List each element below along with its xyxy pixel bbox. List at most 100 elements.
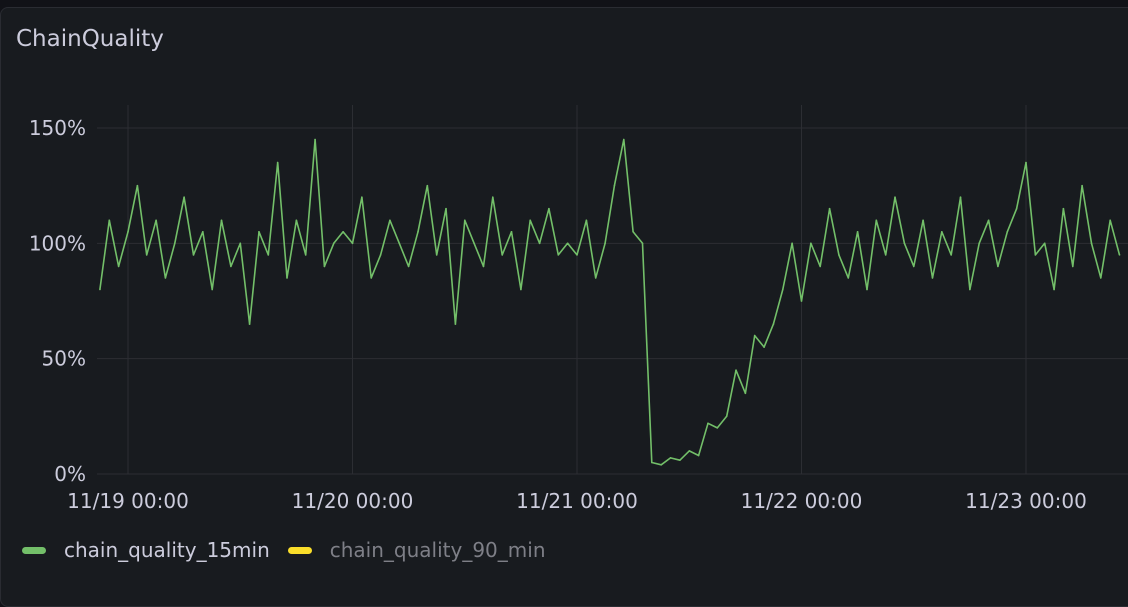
- data-point: [548, 207, 550, 210]
- data-point: [220, 219, 223, 222]
- data-point: [145, 254, 148, 256]
- data-point: [856, 231, 859, 233]
- data-point: [117, 265, 120, 268]
- data-point: [1071, 265, 1074, 268]
- data-point: [173, 242, 176, 245]
- data-point: [688, 450, 691, 452]
- y-tick-label: 50%: [42, 347, 86, 371]
- y-tick-label: 150%: [29, 116, 86, 140]
- data-point: [108, 219, 111, 222]
- series-line-chain-quality-15min: [99, 138, 1121, 466]
- data-point: [576, 254, 578, 256]
- data-point: [828, 207, 831, 210]
- data-point: [258, 231, 260, 233]
- data-point: [669, 457, 672, 459]
- data-point: [435, 254, 438, 256]
- data-point: [1025, 161, 1027, 164]
- data-point: [791, 242, 793, 245]
- data-point: [641, 242, 644, 245]
- data-point: [351, 242, 354, 245]
- data-point: [632, 231, 634, 233]
- data-point: [529, 219, 532, 222]
- data-point: [398, 242, 401, 245]
- data-point: [950, 254, 952, 256]
- data-point: [1118, 254, 1121, 256]
- legend-item-chain-quality-90-min[interactable]: chain_quality_90_min: [287, 538, 546, 562]
- data-point: [1109, 219, 1111, 222]
- data-point: [295, 219, 298, 222]
- data-point: [407, 265, 410, 268]
- data-point: [819, 265, 822, 268]
- data-point: [866, 288, 868, 291]
- data-point: [800, 300, 803, 302]
- data-point: [1015, 207, 1018, 210]
- data-point: [810, 242, 812, 245]
- data-point: [501, 254, 503, 256]
- data-point: [1062, 207, 1065, 210]
- data-point: [622, 138, 625, 141]
- data-point: [1053, 288, 1055, 291]
- data-point: [492, 196, 494, 198]
- data-point: [202, 231, 204, 233]
- data-point: [594, 277, 597, 279]
- data-point: [725, 415, 728, 418]
- data-point: [894, 196, 896, 198]
- x-tick-label: 11/20 00:00: [292, 489, 414, 513]
- data-point: [389, 219, 391, 222]
- panel-title[interactable]: ChainQuality: [16, 26, 164, 52]
- data-point: [679, 459, 681, 461]
- x-tick-label: 11/22 00:00: [741, 489, 863, 513]
- data-point: [332, 242, 335, 245]
- data-point: [697, 454, 700, 457]
- data-point: [239, 242, 242, 245]
- x-tick-label: 11/21 00:00: [516, 489, 638, 513]
- data-point: [286, 277, 288, 279]
- x-tick-label: 11/23 00:00: [965, 489, 1087, 513]
- data-point: [613, 184, 616, 187]
- data-point: [847, 277, 850, 279]
- data-point: [978, 242, 981, 245]
- data-point: [753, 334, 756, 337]
- legend-label: chain_quality_90_min: [329, 538, 546, 562]
- data-point: [997, 265, 999, 268]
- x-tick-label: 11/19 00:00: [67, 489, 189, 513]
- data-point: [127, 231, 129, 233]
- data-point: [875, 219, 878, 222]
- data-point: [941, 231, 943, 233]
- data-point: [230, 265, 232, 268]
- data-point: [473, 242, 475, 245]
- legend-item-chain-quality-15min[interactable]: chain_quality_15min: [22, 538, 270, 562]
- data-point: [463, 219, 466, 222]
- data-point: [314, 138, 316, 141]
- data-point: [379, 254, 382, 256]
- data-point: [1081, 184, 1083, 187]
- data-point: [557, 254, 560, 256]
- data-point: [304, 254, 307, 256]
- data-point: [323, 265, 326, 268]
- data-point: [211, 288, 213, 291]
- data-point: [342, 231, 344, 233]
- data-point: [987, 219, 990, 222]
- data-point: [716, 427, 719, 429]
- data-point: [454, 323, 457, 325]
- y-tick-label: 0%: [54, 462, 86, 486]
- data-point: [781, 288, 784, 291]
- data-point: [566, 242, 569, 245]
- line-chart: 0% 50% 100% 150% 11/19 00:00 11/20 00:00 11/2…: [29, 105, 1128, 513]
- data-point: [361, 196, 363, 198]
- data-point: [744, 392, 747, 395]
- data-point: [164, 277, 167, 279]
- data-point: [136, 184, 139, 187]
- data-point: [922, 219, 924, 222]
- data-point: [482, 265, 485, 268]
- data-point: [707, 422, 709, 425]
- data-point: [1006, 231, 1009, 233]
- data-point: [276, 161, 279, 164]
- data-point: [903, 242, 906, 245]
- legend: chain_quality_15min chain_quality_90_min: [22, 538, 564, 562]
- data-point: [884, 254, 887, 256]
- data-point: [426, 184, 429, 187]
- series-color-swatch: [22, 546, 46, 554]
- data-point: [520, 288, 522, 291]
- data-point: [931, 277, 934, 279]
